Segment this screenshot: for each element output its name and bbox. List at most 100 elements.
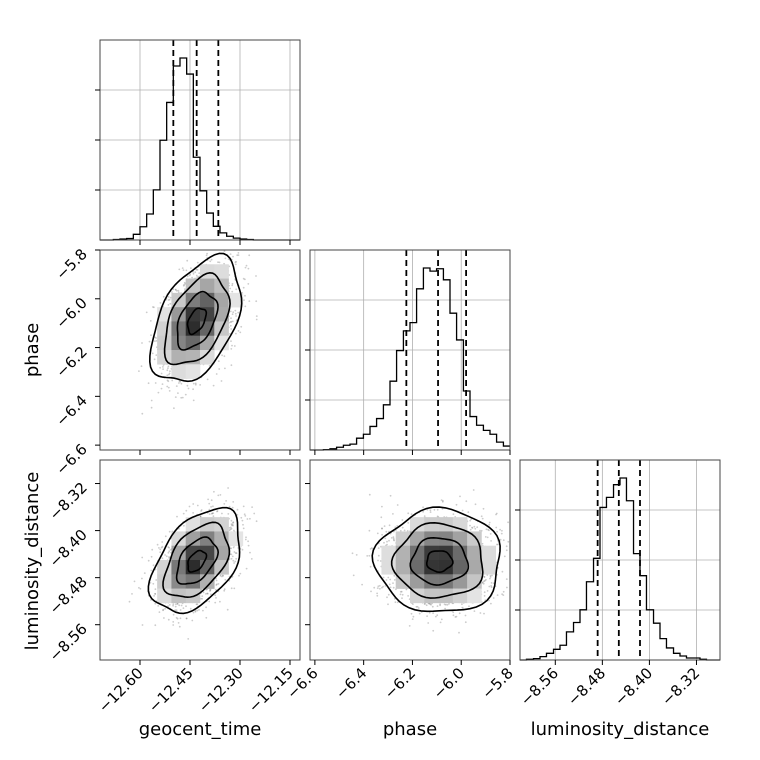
scatter-point: [196, 261, 199, 264]
scatter-point: [172, 604, 175, 607]
scatter-point: [150, 599, 152, 601]
scatter-point: [154, 593, 157, 595]
scatter-point: [177, 392, 179, 394]
scatter-point: [412, 615, 415, 618]
scatter-point: [172, 603, 175, 605]
scatter-point: [223, 250, 226, 253]
scatter-point: [229, 321, 232, 324]
scatter-point: [448, 603, 450, 605]
scatter-point: [381, 527, 383, 530]
scatter-point: [505, 549, 508, 552]
scatter-point: [169, 302, 172, 305]
scatter-point: [384, 537, 387, 540]
scatter-point: [196, 609, 199, 612]
scatter-point: [143, 572, 146, 574]
scatter-point: [487, 528, 489, 531]
scatter-point: [206, 588, 209, 591]
scatter-point: [150, 399, 153, 402]
histogram-step-phase: [310, 267, 510, 451]
scatter-point: [194, 271, 197, 274]
scatter-point: [407, 512, 410, 515]
scatter-point: [209, 589, 212, 592]
scatter-point: [178, 625, 181, 628]
scatter-point: [229, 526, 232, 529]
scatter-point: [196, 269, 199, 271]
scatter-point: [178, 604, 181, 607]
scatter-point: [192, 611, 195, 614]
scatter-point: [230, 524, 233, 527]
scatter-point: [167, 296, 170, 298]
scatter-point: [410, 513, 413, 515]
density-cell: [185, 531, 201, 547]
scatter-point: [205, 593, 207, 595]
scatter-point: [167, 605, 170, 608]
scatter-point: [162, 368, 165, 370]
scatter-point: [425, 604, 428, 607]
scatter-point: [237, 330, 240, 332]
scatter-point: [495, 526, 498, 529]
scatter-point: [211, 512, 214, 515]
density-cell: [200, 307, 215, 322]
scatter-point: [192, 271, 195, 273]
scatter-point: [489, 577, 491, 580]
scatter-point: [185, 617, 188, 620]
scatter-point: [169, 370, 171, 373]
scatter-point: [501, 529, 503, 532]
scatter-point: [490, 602, 492, 605]
scatter-point: [167, 618, 170, 621]
scatter-point: [240, 325, 243, 328]
density-cell: [214, 335, 229, 351]
scatter-point: [511, 613, 513, 615]
scatter-point: [483, 591, 486, 594]
scatter-point: [247, 544, 250, 547]
scatter-point: [226, 608, 229, 611]
scatter-point: [205, 606, 208, 609]
scatter-point: [178, 382, 180, 384]
scatter-point: [511, 519, 513, 521]
scatter-point: [162, 609, 164, 612]
scatter-point: [179, 617, 182, 620]
scatter-point: [361, 583, 363, 586]
scatter-point: [205, 254, 208, 257]
scatter-point: [217, 261, 219, 264]
scatter-point: [393, 579, 396, 581]
scatter-point: [408, 625, 411, 627]
scatter-point: [388, 539, 390, 542]
scatter-point: [384, 585, 387, 587]
scatter-point: [169, 296, 172, 299]
scatter-point: [176, 603, 179, 605]
scatter-point: [377, 585, 380, 588]
scatter-point: [208, 513, 211, 515]
scatter-point: [159, 302, 162, 304]
scatter-point: [182, 269, 185, 271]
scatter-point: [231, 284, 234, 287]
scatter-point: [233, 345, 236, 347]
scatter-point: [167, 380, 170, 383]
scatter-point: [400, 590, 403, 593]
scatter-point: [496, 543, 498, 546]
scatter-point: [499, 528, 501, 531]
scatter-point: [210, 258, 213, 261]
scatter-point: [154, 340, 156, 342]
scatter-point: [251, 506, 254, 508]
scatter-point: [128, 600, 131, 603]
scatter-point: [429, 511, 432, 513]
scatter-point: [255, 520, 258, 523]
scatter-point: [185, 617, 188, 620]
density-cell: [200, 350, 215, 365]
density-cell: [200, 545, 215, 561]
scatter-point: [473, 610, 476, 612]
density-cell: [185, 364, 201, 379]
scatter-point: [168, 390, 171, 392]
scatter-point: [428, 611, 431, 614]
density-cell: [214, 517, 229, 532]
scatter-point: [250, 558, 253, 560]
scatter-point: [150, 569, 153, 572]
scatter-point: [479, 529, 481, 532]
scatter-point: [234, 309, 237, 312]
scatter-point: [218, 368, 221, 370]
scatter-point: [234, 560, 237, 563]
scatter-point: [243, 299, 245, 301]
scatter-point: [162, 295, 165, 298]
